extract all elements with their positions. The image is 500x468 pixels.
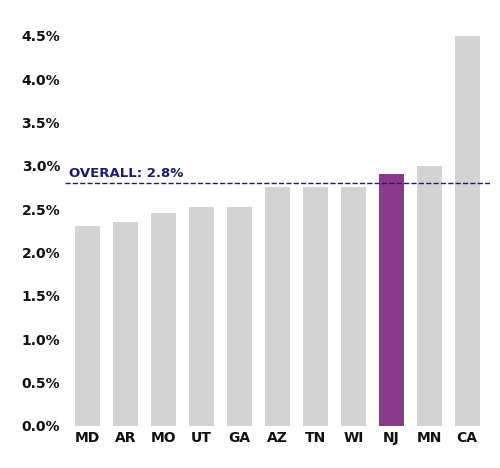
Bar [114, 222, 138, 426]
Text: OVERALL: 2.8%: OVERALL: 2.8% [69, 167, 183, 180]
Bar [190, 207, 214, 426]
Bar [76, 227, 100, 426]
Bar [303, 188, 328, 426]
Bar [265, 188, 290, 426]
Bar [227, 206, 252, 426]
Bar [152, 212, 176, 426]
Bar [379, 175, 404, 426]
Bar [341, 187, 365, 426]
Bar [417, 166, 442, 426]
Bar [455, 36, 479, 426]
